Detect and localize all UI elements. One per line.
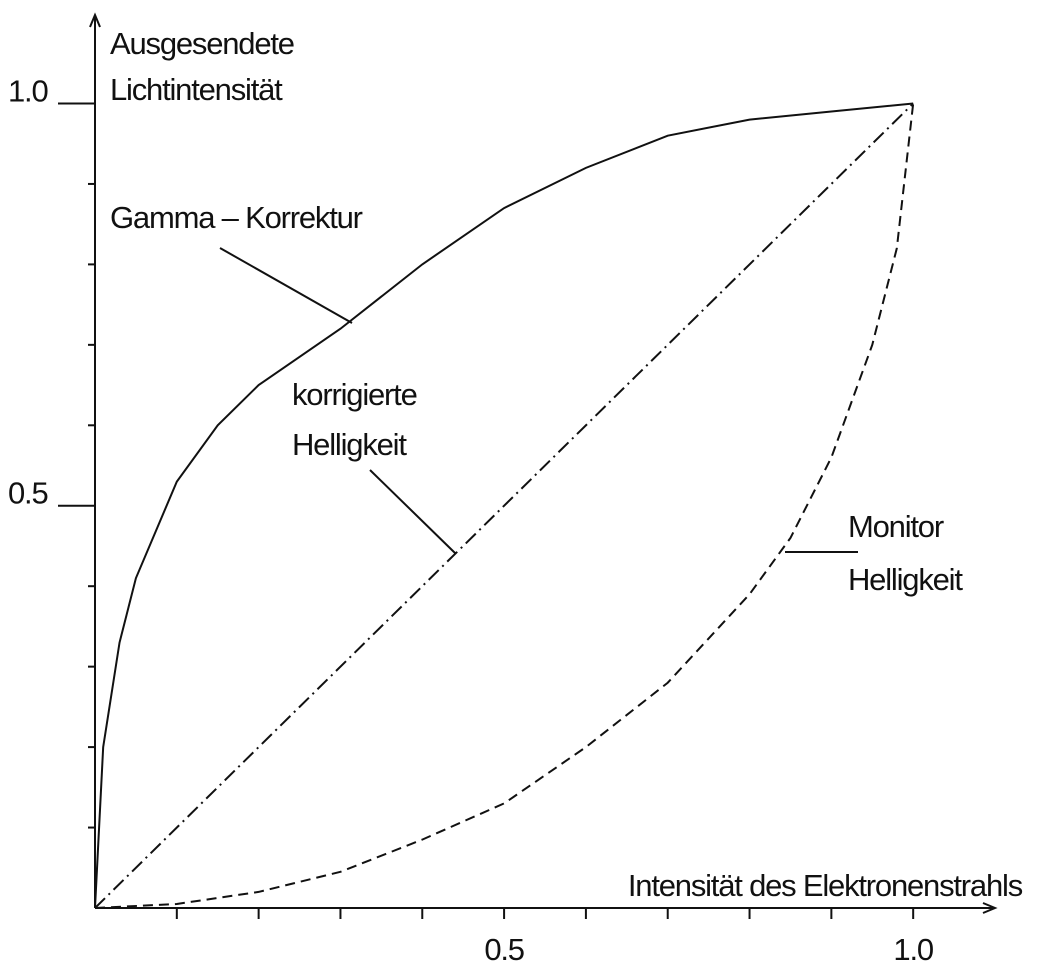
y-axis-label: Ausgesendete <box>110 26 294 61</box>
x-axis-label: Intensität des Elektronenstrahls <box>628 868 1023 903</box>
series-line <box>94 102 914 909</box>
annotation: korrigierte <box>292 377 417 412</box>
y-axis-label: Lichtintensität <box>110 72 283 107</box>
y-axis-arrow <box>89 12 101 28</box>
series-line <box>94 102 914 909</box>
y-tick-label: 0.5 <box>8 476 48 511</box>
annotation: Helligkeit <box>848 562 963 597</box>
series-line <box>94 103 915 909</box>
annotation-leader <box>369 469 456 554</box>
y-tick-label: 1.0 <box>8 73 48 108</box>
annotation: Monitor <box>848 509 944 544</box>
annotation: Gamma – Korrektur <box>110 200 363 235</box>
x-axis-arrow <box>982 902 998 914</box>
x-tick-label: 0.5 <box>484 932 524 967</box>
annotation-leader <box>219 247 353 324</box>
annotation: Helligkeit <box>292 427 407 462</box>
x-tick-label: 1.0 <box>893 932 933 967</box>
